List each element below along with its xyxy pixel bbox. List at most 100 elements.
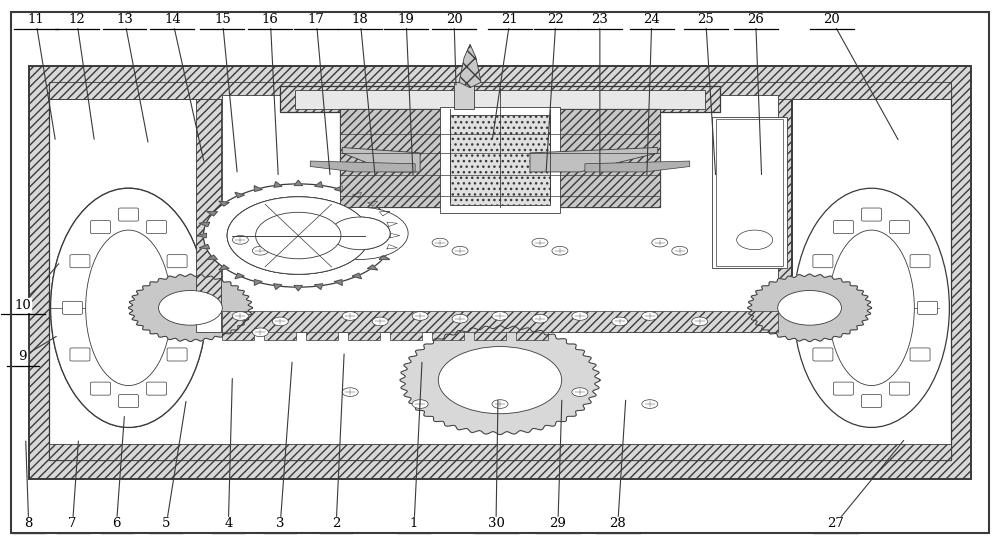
Polygon shape [254, 186, 262, 191]
Ellipse shape [829, 230, 914, 385]
Circle shape [492, 399, 508, 408]
Circle shape [737, 230, 773, 250]
Text: 7: 7 [68, 517, 77, 530]
Circle shape [612, 317, 628, 326]
Text: 23: 23 [591, 13, 608, 26]
Bar [29, 66, 971, 479]
Ellipse shape [86, 230, 171, 385]
Bar [49, 444, 951, 460]
Text: 21: 21 [502, 13, 518, 26]
Bar [712, 117, 787, 268]
Bar [432, 323, 464, 341]
Bar [340, 110, 475, 207]
Polygon shape [219, 265, 229, 270]
Text: 29: 29 [549, 517, 566, 530]
Bar [525, 110, 660, 207]
Text: 2: 2 [332, 517, 340, 530]
Circle shape [256, 213, 341, 259]
Text: 30: 30 [488, 517, 504, 530]
Polygon shape [197, 233, 206, 238]
Circle shape [412, 399, 428, 408]
Bar [355, 115, 645, 199]
Bar [49, 83, 951, 99]
FancyBboxPatch shape [910, 255, 930, 268]
Bar [454, 82, 474, 110]
Circle shape [412, 312, 428, 320]
Bar [340, 110, 660, 207]
Text: 1: 1 [410, 517, 418, 530]
Circle shape [227, 197, 369, 274]
Text: 27: 27 [827, 517, 844, 530]
Polygon shape [390, 233, 400, 238]
FancyBboxPatch shape [119, 395, 139, 408]
FancyBboxPatch shape [805, 301, 825, 314]
Bar [196, 311, 221, 332]
Text: 18: 18 [352, 13, 369, 26]
Bar [280, 86, 720, 112]
Polygon shape [387, 245, 397, 249]
FancyBboxPatch shape [62, 301, 82, 314]
Polygon shape [334, 280, 342, 286]
FancyBboxPatch shape [918, 301, 938, 314]
FancyBboxPatch shape [861, 208, 881, 221]
Bar [516, 323, 548, 341]
Text: 9: 9 [18, 350, 27, 364]
FancyBboxPatch shape [90, 221, 110, 234]
Circle shape [552, 246, 568, 255]
Bar [49, 445, 951, 460]
Polygon shape [199, 222, 210, 227]
Circle shape [452, 314, 468, 323]
Circle shape [532, 238, 548, 247]
Text: 16: 16 [262, 13, 279, 26]
Polygon shape [294, 286, 302, 291]
Circle shape [642, 312, 658, 320]
Text: 24: 24 [643, 13, 660, 26]
Circle shape [642, 399, 658, 408]
Circle shape [652, 238, 668, 247]
Circle shape [203, 184, 393, 287]
Text: 20: 20 [446, 13, 462, 26]
Text: 20: 20 [823, 13, 840, 26]
FancyBboxPatch shape [833, 221, 853, 234]
Polygon shape [274, 181, 282, 187]
Polygon shape [530, 148, 658, 172]
Circle shape [227, 197, 369, 274]
FancyBboxPatch shape [147, 382, 167, 395]
Polygon shape [235, 192, 244, 198]
Polygon shape [334, 186, 342, 191]
Circle shape [312, 207, 408, 259]
Text: 13: 13 [116, 13, 133, 26]
Circle shape [692, 317, 708, 326]
Ellipse shape [794, 188, 949, 427]
Circle shape [432, 238, 448, 247]
Polygon shape [368, 265, 378, 270]
Circle shape [252, 328, 268, 337]
FancyBboxPatch shape [70, 255, 90, 268]
Circle shape [330, 217, 390, 250]
Text: 8: 8 [24, 517, 33, 530]
Circle shape [252, 246, 268, 255]
FancyBboxPatch shape [90, 382, 110, 395]
Polygon shape [352, 192, 362, 198]
Circle shape [342, 312, 358, 320]
Text: 17: 17 [308, 13, 325, 26]
Text: 3: 3 [276, 517, 285, 530]
FancyBboxPatch shape [167, 255, 187, 268]
FancyBboxPatch shape [861, 395, 881, 408]
FancyBboxPatch shape [890, 382, 910, 395]
Polygon shape [274, 284, 282, 289]
Circle shape [672, 246, 688, 255]
Polygon shape [235, 273, 244, 278]
Bar [222, 95, 778, 323]
Bar [49, 82, 951, 99]
Polygon shape [585, 161, 690, 172]
FancyBboxPatch shape [119, 208, 139, 221]
Polygon shape [368, 201, 378, 206]
Polygon shape [315, 284, 323, 289]
Bar [450, 115, 550, 204]
Bar [390, 323, 422, 341]
Text: 12: 12 [68, 13, 85, 26]
Circle shape [532, 314, 548, 323]
FancyBboxPatch shape [813, 255, 833, 268]
FancyBboxPatch shape [813, 348, 833, 361]
